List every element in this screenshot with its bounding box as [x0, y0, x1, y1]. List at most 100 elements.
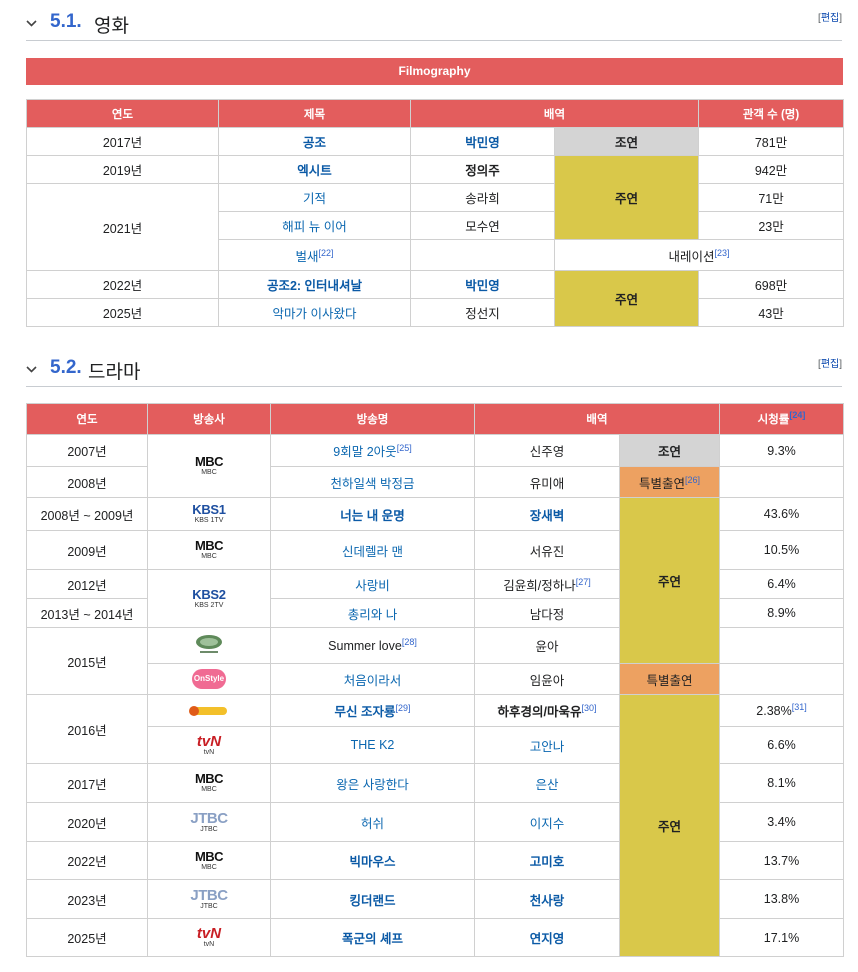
character-link[interactable]: 고안나: [529, 739, 565, 754]
film-title-link[interactable]: 벌새: [295, 249, 319, 264]
table-row: 2017년 MBC MBC 왕은 사랑한다 은산 8.1%: [26, 763, 845, 803]
reference-link[interactable]: [22]: [318, 247, 334, 258]
drama-title-link[interactable]: 빅마우스: [349, 855, 396, 869]
mbc-logo-icon[interactable]: MBC MBC: [194, 538, 224, 560]
rating-cell: 8.1%: [719, 763, 845, 803]
chevron-down-icon[interactable]: [26, 18, 37, 29]
character-link[interactable]: 은산: [535, 777, 559, 792]
table-row: 2017년 공조 박민영 조연 781만: [26, 127, 845, 156]
section-number: 5.2.: [50, 357, 82, 378]
reference-link[interactable]: [31]: [791, 701, 807, 712]
hwa-logo-icon[interactable]: [194, 633, 224, 655]
drama-title-link[interactable]: 신데렐라 맨: [342, 544, 403, 559]
character-link[interactable]: 박민영: [465, 279, 500, 293]
table-row: 2019년 엑시트 정의주 주연 942만: [26, 155, 845, 240]
film-title-link[interactable]: 공조: [302, 136, 326, 150]
reference-link[interactable]: [27]: [575, 576, 591, 587]
year-cell: 2016년: [26, 694, 148, 764]
drama-title-link[interactable]: THE K2: [350, 738, 395, 752]
network-cell: tvN tvN: [147, 918, 271, 957]
tvn-logo-icon[interactable]: tvN tvN: [196, 732, 222, 756]
network-cell: [147, 627, 271, 664]
year-cell: 2021년: [26, 183, 219, 271]
reference-link[interactable]: [26]: [685, 474, 701, 485]
edit-link[interactable]: [편집]: [818, 359, 842, 370]
network-cell: JTBC JTBC: [147, 879, 271, 919]
drama-title-link[interactable]: 총리와 나: [347, 607, 398, 622]
section-heading-drama[interactable]: 5.2. 드라마 [편집]: [26, 352, 842, 387]
drama-title-link[interactable]: 무신 조자룡: [334, 705, 396, 719]
character-link[interactable]: 연지영: [529, 932, 565, 946]
drama-title-link[interactable]: 킹더랜드: [349, 893, 396, 908]
edit-link[interactable]: [편집]: [818, 13, 842, 24]
character-cell: 정의주: [410, 155, 555, 184]
character-link[interactable]: 천사랑: [529, 893, 565, 908]
character-cell: 송라희: [410, 183, 555, 212]
rating-cell: 13.8%: [719, 879, 845, 919]
reference-link[interactable]: [28]: [401, 636, 417, 647]
kbs1-logo-icon[interactable]: KBS1 KBS 1TV: [192, 502, 226, 524]
mbc-logo-icon[interactable]: MBC MBC: [194, 454, 224, 476]
role-type-badge: 조연: [618, 434, 721, 467]
character-link[interactable]: 이지수: [529, 816, 565, 831]
character-link[interactable]: 박민영: [465, 136, 500, 150]
drama-title-link[interactable]: 처음이라서: [343, 673, 402, 688]
table-row: 2012년 KBS2 KBS 2TV 사랑비 김윤희/정하나[27] 6.4%: [26, 569, 845, 628]
table-row: 2022년 MBC MBC 빅마우스 고미호 13.7%: [26, 841, 845, 880]
chevron-down-icon[interactable]: [26, 364, 37, 375]
rating-cell: 3.4%: [719, 802, 845, 842]
drama-title-link[interactable]: 왕은 사랑한다: [336, 777, 409, 792]
reference-link[interactable]: [24]: [789, 410, 806, 421]
jtbc-logo-icon[interactable]: JTBC JTBC: [190, 809, 228, 833]
tvn-logo-icon[interactable]: tvN tvN: [196, 925, 222, 948]
drama-title-link[interactable]: 폭군의 셰프: [342, 932, 403, 946]
table-row: 해피 뉴 이어 모수연 23만: [27, 211, 845, 240]
year-cell: 2020년: [26, 802, 148, 842]
reference-link[interactable]: [25]: [396, 442, 412, 453]
reference-link[interactable]: [30]: [581, 702, 597, 713]
kbs2-logo-icon[interactable]: KBS2 KBS 2TV: [192, 586, 226, 609]
rating-cell: 8.9%: [719, 598, 845, 628]
year-cell: 2017년: [26, 763, 148, 803]
mbc-logo-icon[interactable]: MBC MBC: [194, 771, 224, 793]
character-cell: 모수연: [410, 211, 555, 240]
rating-cell: 10.5%: [719, 530, 845, 570]
character-link[interactable]: 장새벽: [529, 508, 565, 523]
year-cell: 2009년: [26, 530, 148, 570]
role-type-badge: 주연: [553, 155, 700, 240]
year-cell: 2013년 ~ 2014년: [26, 598, 148, 628]
reference-link[interactable]: [23]: [714, 247, 730, 258]
drama-title-link[interactable]: 너는 내 운명: [340, 508, 405, 523]
character-link[interactable]: 고미호: [529, 855, 565, 869]
table-row: 2016년 무신 조자룡[29] 하후경의/마욱유[30] 주연 2.38%[3…: [26, 694, 845, 957]
network-cell: MBC MBC: [147, 841, 271, 880]
drama-title-link[interactable]: 허쉬: [360, 816, 384, 831]
col-header-network: 방송사: [147, 403, 271, 435]
year-cell: 2007년: [26, 434, 148, 467]
reference-link[interactable]: [29]: [395, 702, 411, 713]
onstyle-logo-icon[interactable]: OnStyle: [192, 669, 226, 689]
character-cell: 신주영: [474, 434, 620, 467]
jtbc-logo-icon[interactable]: JTBC JTBC: [190, 886, 228, 910]
film-title-link[interactable]: 악마가 이사왔다: [272, 307, 357, 321]
drama-title-link[interactable]: 9회말 2아웃: [333, 445, 397, 459]
film-title-link[interactable]: 공조2: 인터내셔날: [266, 279, 363, 293]
col-header-role: 배역: [473, 403, 721, 435]
drama-title-link[interactable]: 사랑비: [355, 578, 390, 593]
year-cell: 2022년: [26, 841, 148, 880]
table-row: 2023년 JTBC JTBC 킹더랜드 천사랑 13.8%: [26, 879, 845, 919]
section-heading-film[interactable]: 5.1. 영화 [편집]: [26, 6, 842, 41]
drama-title-link[interactable]: 천하일색 박정금: [330, 476, 415, 491]
film-title-link[interactable]: 기적: [302, 192, 326, 206]
year-cell: 2008년 ~ 2009년: [26, 497, 148, 531]
film-title-link[interactable]: 해피 뉴 이어: [282, 220, 347, 234]
character-cell: 윤아: [474, 627, 620, 664]
table-row: 2025년 tvN tvN 폭군의 셰프 연지영 17.1%: [26, 918, 845, 957]
film-title-link[interactable]: 엑시트: [297, 164, 332, 178]
character-cell: 김윤희/정하나[27]: [474, 569, 620, 599]
mbc-logo-icon[interactable]: MBC MBC: [194, 848, 224, 871]
table-row: 2013년 ~ 2014년 총리와 나 남다정 8.9%: [26, 598, 845, 628]
audience-cell: 781만: [698, 127, 845, 156]
olleh-tv-logo-icon[interactable]: [189, 705, 227, 716]
rating-cell: 6.6%: [719, 726, 845, 764]
